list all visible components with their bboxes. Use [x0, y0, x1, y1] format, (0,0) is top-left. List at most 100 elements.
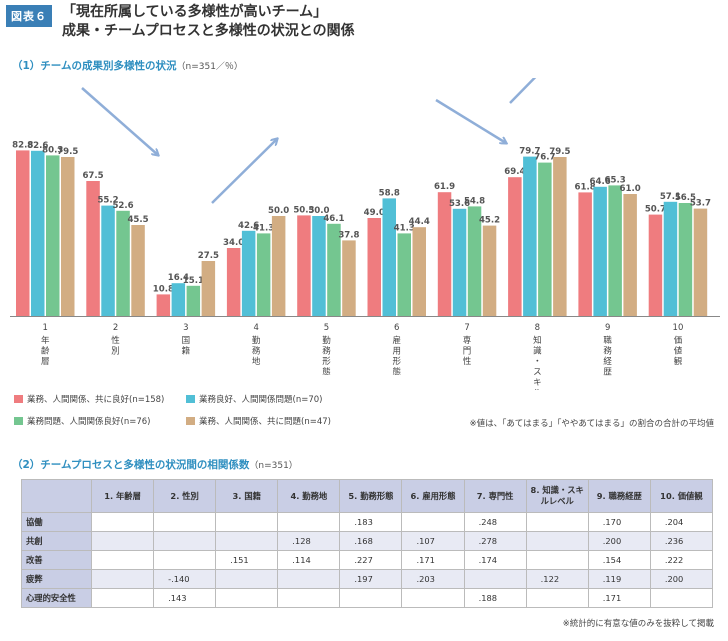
category-number: 1 — [43, 323, 48, 333]
table-cell — [401, 588, 465, 608]
bar-chart: 82.882.680.379.51年齢層67.555.252.645.52性別1… — [10, 78, 720, 390]
table-cell — [90, 569, 155, 589]
table-cell — [401, 512, 465, 532]
table-cell: .203 — [401, 569, 465, 589]
data-label: 61.9 — [434, 182, 455, 192]
table-cell — [153, 550, 217, 570]
data-label: 57.1 — [660, 192, 681, 202]
table-cell — [215, 569, 279, 589]
title-line-2: 成果・チームプロセスと多様性の状況との関係 — [62, 23, 355, 39]
row-label: 共創 — [21, 531, 92, 551]
legend-label-3: 業務問題、人間関係良好(n=76) — [27, 417, 151, 427]
bar-4-2 — [241, 230, 256, 316]
data-label: 16.4 — [168, 273, 189, 283]
table-cell: .143 — [153, 588, 217, 608]
legend-item-4: 業務、人間関係、共に問題(n=47) — [186, 415, 331, 427]
section2-title-text: （2）チームプロセスと多様性の状況間の相関係数 — [12, 459, 250, 471]
table-cell — [277, 512, 341, 532]
table-header-cell: 2. 性別 — [153, 479, 217, 513]
table-cell — [463, 569, 527, 589]
data-label: 50.0 — [268, 206, 289, 216]
data-label: 50.3 — [293, 205, 314, 215]
bar-4-1 — [226, 248, 241, 316]
table-header-cell: 6. 雇用形態 — [401, 479, 465, 513]
bar-3-3 — [186, 285, 201, 316]
trend-arrow-1 — [81, 87, 158, 155]
table-cell — [649, 588, 714, 608]
data-label: 79.7 — [519, 147, 540, 157]
table-cell — [153, 512, 217, 532]
table-cell: .174 — [463, 550, 527, 570]
category-label-char: 別 — [111, 347, 120, 357]
data-label: 61.0 — [620, 184, 641, 194]
legend-item-3: 業務問題、人間関係良好(n=76) — [14, 415, 150, 427]
table-header-row: 1. 年齢層 2. 性別 3. 国籍 4. 勤務地 5. 勤務形態 6. 雇用形… — [21, 479, 714, 513]
data-label: 79.5 — [57, 147, 78, 157]
row-label: 協働 — [21, 512, 92, 532]
bar-4-4 — [271, 216, 286, 316]
section2-note: （n=351） — [249, 461, 298, 471]
table-cell: .128 — [277, 531, 341, 551]
data-label: 27.5 — [198, 251, 219, 261]
table-cell: .171 — [587, 588, 651, 608]
table-header-cell: 9. 職務経歴 — [587, 479, 651, 513]
table-cell — [215, 512, 279, 532]
bar-3-2 — [171, 283, 186, 316]
legend-swatch-1 — [14, 395, 23, 403]
table-cell: .168 — [339, 531, 403, 551]
category-label-char: 価 — [674, 335, 683, 346]
category-label-char: 勤 — [322, 335, 331, 346]
category-label-char: 態 — [392, 367, 401, 378]
data-label: 52.6 — [112, 201, 133, 211]
category-label-char: 形 — [392, 357, 401, 367]
category-label-char: 務 — [322, 346, 331, 357]
table-cell: .170 — [587, 512, 651, 532]
category-label-char: 観 — [674, 356, 683, 367]
data-label: 41.3 — [394, 223, 415, 233]
category-label-char: 年 — [41, 335, 50, 346]
table-cell: .197 — [339, 569, 403, 589]
data-label: 67.5 — [82, 171, 103, 181]
category-label-char: 専 — [463, 335, 472, 346]
category-label-char: 国 — [182, 336, 191, 346]
category-label-char: 性 — [463, 356, 472, 367]
data-label: 82.6 — [27, 141, 48, 151]
bar-6-1 — [367, 218, 381, 316]
bar-7-1 — [437, 192, 452, 316]
legend-swatch-4 — [186, 417, 195, 425]
table-cell — [90, 512, 155, 532]
bar-4-3 — [256, 233, 271, 316]
table-cell — [277, 569, 341, 589]
legend-swatch-2 — [186, 395, 195, 403]
table-cell: .227 — [339, 550, 403, 570]
bar-2-1 — [86, 181, 100, 316]
category-number: 6 — [394, 323, 399, 333]
data-label: 54.8 — [464, 196, 485, 206]
data-label: 58.8 — [379, 188, 400, 198]
row-label: 改善 — [21, 550, 92, 570]
table-cell — [525, 512, 589, 532]
data-label: 55.2 — [97, 196, 118, 206]
category-number: 7 — [464, 323, 469, 333]
bar-1-4 — [61, 157, 75, 316]
table-cell — [90, 550, 155, 570]
data-label: 45.2 — [479, 216, 500, 226]
correlation-table: 1. 年齢層 2. 性別 3. 国籍 4. 勤務地 5. 勤務形態 6. 雇用形… — [21, 479, 714, 608]
data-label: 56.5 — [675, 193, 696, 203]
bar-2-4 — [131, 225, 145, 316]
bar-6-3 — [397, 233, 411, 316]
section1-title: （1）チームの成果別多様性の状況（n=351／％） — [12, 58, 243, 73]
data-label: 64.6 — [590, 177, 611, 187]
table-cell — [153, 531, 217, 551]
bar-1-1 — [16, 150, 30, 316]
table-header-cell: 3. 国籍 — [215, 479, 279, 513]
data-label: 53.7 — [690, 199, 711, 209]
table-row: 疲弊 -.140 .197.203 .122.119.200 — [21, 569, 714, 589]
category-number: 2 — [113, 323, 118, 333]
bar-7-3 — [467, 206, 482, 316]
bar-9-3 — [608, 185, 622, 316]
bar-5-2 — [312, 216, 326, 316]
category-label-char: 態 — [322, 367, 331, 378]
bar-8-4 — [553, 157, 567, 316]
data-label: 34.0 — [223, 238, 244, 248]
